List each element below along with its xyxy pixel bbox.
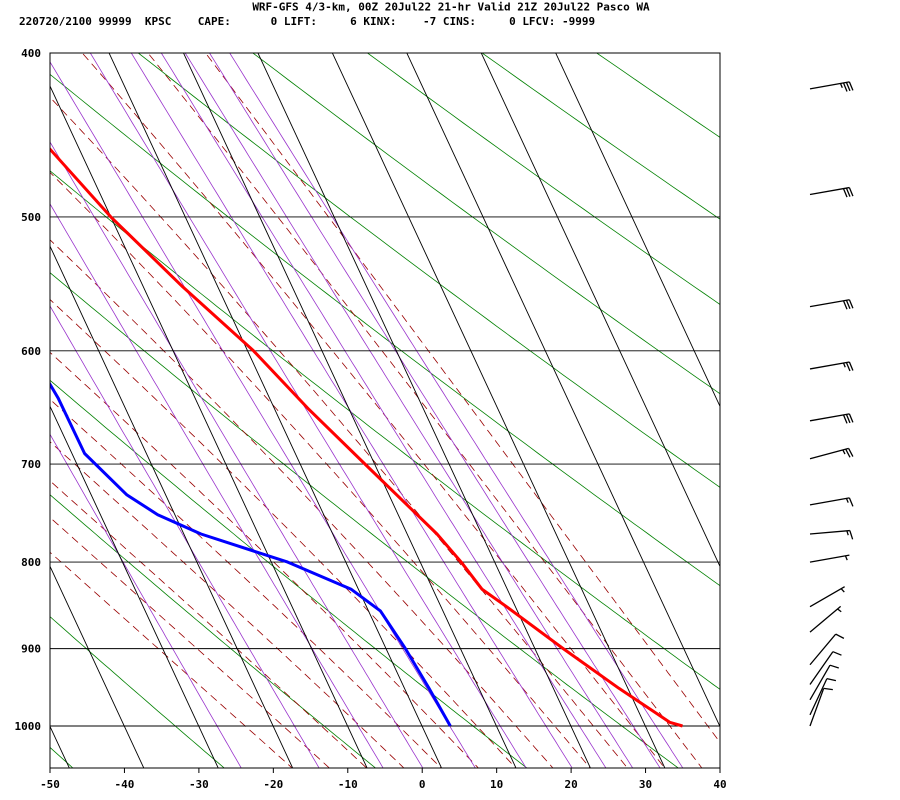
dry-adiabat-line (50, 73, 720, 587)
wind-barbs (809, 81, 854, 727)
dry-adiabat-line (50, 379, 528, 768)
mixing-ratio-line (89, 53, 527, 768)
wind-barb (809, 554, 850, 563)
y-axis-ticks: 400 500 600 700 800 900 1000 (15, 47, 42, 733)
x-axis-ticks: -50 -40 -30 -20 -10 0 10 20 30 40 (40, 768, 727, 791)
wind-barb (809, 664, 839, 701)
wind-barb (809, 651, 842, 685)
x-tick-label: -20 (263, 778, 283, 791)
wind-barb (809, 633, 845, 666)
wind-barb (809, 687, 833, 727)
x-tick-label: -50 (40, 778, 60, 791)
moist-adiabat-line (81, 53, 666, 768)
wind-barb (809, 605, 842, 633)
x-tick-label: -40 (115, 778, 135, 791)
dry-adiabat-line (50, 746, 74, 768)
isotherm-line (406, 53, 720, 728)
y-tick-label: 900 (21, 643, 41, 656)
isotherm-line (182, 53, 517, 768)
mixing-ratio-line (130, 53, 573, 768)
dry-adiabat-line (50, 272, 679, 768)
isotherm-line (50, 725, 70, 768)
mixing-ratio-line (50, 433, 242, 768)
moist-adiabat-line (50, 441, 405, 768)
x-tick-label: -30 (189, 778, 209, 791)
x-tick-label: 20 (564, 778, 577, 791)
chart-title: WRF-GFS 4/3-km, 00Z 20Jul22 21-hr Valid … (252, 1, 650, 14)
isotherm-line (257, 53, 591, 768)
moist-adiabat-line (147, 53, 703, 768)
moist-adiabat-line (50, 171, 591, 768)
y-tick-label: 400 (21, 47, 41, 60)
dewpoint-line (50, 381, 452, 727)
x-tick-label: 0 (419, 778, 426, 791)
dry-adiabat-line (252, 53, 720, 395)
x-tick-label: -10 (338, 778, 358, 791)
wind-barb (809, 81, 854, 92)
dry-adiabat-line (50, 494, 377, 768)
dry-adiabat-line (50, 616, 225, 768)
wind-barb (809, 361, 854, 372)
wind-barb (809, 447, 854, 460)
mixing-ratio-line (50, 61, 476, 768)
y-tick-label: 800 (21, 556, 41, 569)
y-tick-label: 600 (21, 345, 41, 358)
moist-adiabat-line (50, 298, 517, 768)
moist-adiabat-line (50, 351, 479, 768)
dry-adiabat-line (50, 170, 720, 690)
dry-adiabat-line (137, 53, 720, 488)
mixing-ratio-line (50, 305, 320, 768)
wind-barb (809, 299, 854, 310)
dry-adiabat-line (366, 53, 720, 306)
moist-adiabat-line (50, 480, 368, 768)
wind-barb (809, 586, 845, 608)
isotherm-line (50, 405, 219, 768)
x-tick-label: 40 (713, 778, 726, 791)
moist-adiabat-line (50, 398, 442, 768)
moist-adiabat-line (50, 551, 293, 768)
y-tick-label: 1000 (15, 720, 42, 733)
wind-barb (809, 186, 854, 198)
wind-barb (809, 413, 854, 424)
moist-adiabat-line (50, 96, 628, 768)
x-tick-label: 10 (490, 778, 503, 791)
isotherm-line (50, 85, 368, 768)
plot-frame (49, 52, 721, 769)
isotherm-line (108, 53, 443, 768)
isotherm-line (555, 53, 720, 408)
moist-adiabat-line (50, 239, 554, 768)
chart-subtitle: 220720/2100 99999 KPSC CAPE: 0 LIFT: 6 K… (19, 15, 595, 28)
isotherm-line (480, 53, 720, 568)
mixing-ratio-line (50, 141, 424, 768)
mixing-ratio-line (160, 53, 607, 768)
wind-barb (809, 529, 854, 540)
mixing-ratio-line (50, 203, 384, 768)
mixing-ratio-line (209, 53, 661, 768)
plot-area (49, 52, 721, 769)
temperature-line (50, 146, 683, 728)
wind-barb (809, 497, 854, 507)
wind-barb (809, 678, 837, 716)
isotherm-line (50, 245, 294, 768)
x-tick-label: 30 (639, 778, 652, 791)
dry-adiabat-line (595, 53, 720, 138)
mixing-ratio-line (184, 53, 634, 768)
mixing-ratio-line (229, 53, 684, 768)
isotherm-line (331, 53, 666, 768)
y-tick-label: 700 (21, 458, 41, 471)
y-tick-label: 500 (21, 211, 41, 224)
moist-adiabat-line (50, 516, 330, 768)
isotherm-line (50, 565, 145, 768)
